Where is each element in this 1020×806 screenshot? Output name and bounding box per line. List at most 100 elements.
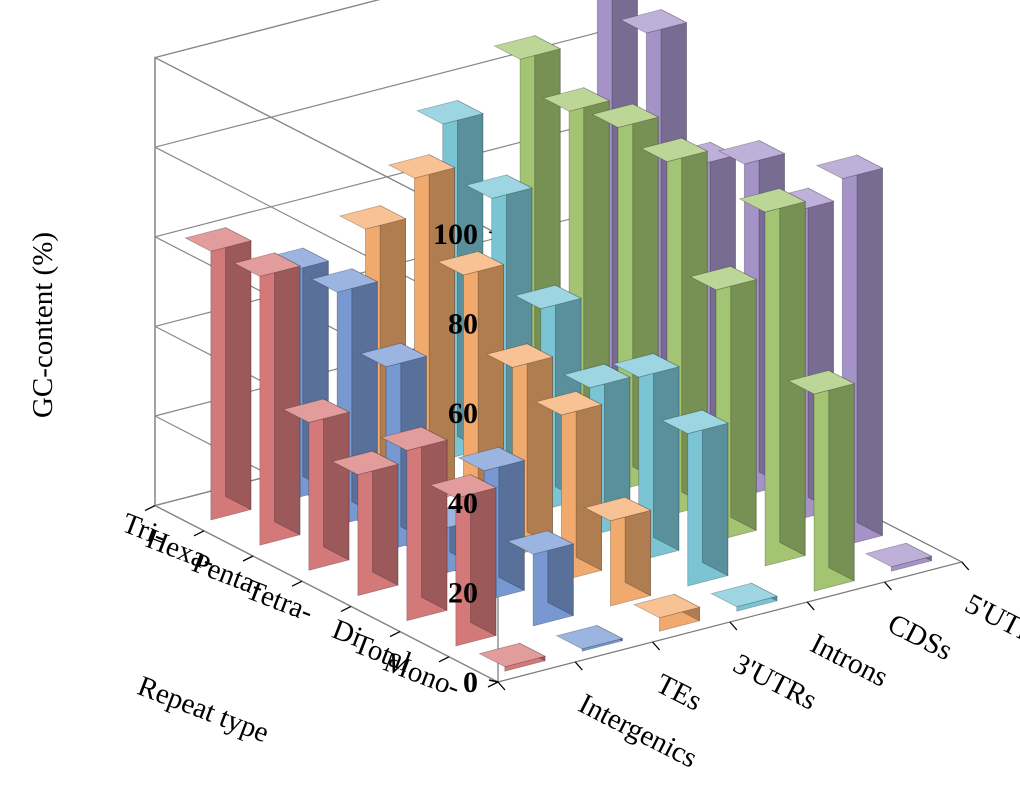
bar-top-face	[429, 474, 498, 499]
bar-top-face	[457, 446, 526, 472]
bar-side-face	[323, 398, 350, 561]
region-tick-mark	[574, 661, 583, 671]
bar-side-face	[274, 252, 301, 536]
bar-side-face	[372, 450, 399, 586]
depth-tick-mark	[389, 631, 401, 638]
bar-CDSs-Di	[689, 265, 758, 542]
region-label: 5'UTRs	[960, 588, 1020, 657]
bar-Intergenics-Tetra-	[331, 450, 400, 597]
bar-CDSs-Mono-	[787, 369, 856, 592]
repeat-type-axis-title: Repeat type	[133, 670, 273, 749]
bar-Introns-Mono-	[710, 582, 779, 612]
bar-side-face	[421, 426, 448, 612]
bar-3'UTRs-Mono-	[632, 593, 701, 632]
bar-side-face	[498, 446, 525, 592]
repeat-type-label: Mono-	[379, 646, 464, 704]
bar-top-face	[689, 265, 758, 291]
bar-top-face	[380, 426, 449, 451]
bar-Intergenics-Mono-	[478, 642, 547, 672]
depth-tick-mark	[242, 555, 254, 562]
bar-top-face	[612, 353, 681, 378]
bar-top-face	[282, 398, 351, 423]
region-tick-mark	[729, 621, 738, 631]
bar-side-face	[575, 390, 602, 572]
bar-top-face	[465, 174, 534, 199]
gridline-left-0	[154, 505, 499, 683]
region-label: TEs	[651, 668, 707, 718]
bar-3'UTRs-Total	[583, 496, 652, 607]
repeat-type-label: Tetra-	[242, 574, 318, 629]
y-tick-mark-0	[488, 679, 499, 683]
depth-tick-mark	[291, 580, 303, 587]
region-tick-mark	[806, 601, 815, 611]
region-tick-mark	[497, 681, 506, 691]
bar-top-face	[717, 140, 786, 165]
bar-side-face	[702, 409, 729, 577]
bar-5'UTRs-Mono-	[864, 542, 933, 572]
bar-top-face	[514, 284, 583, 310]
bar-top-face	[534, 391, 603, 416]
bar-side-face	[653, 352, 680, 552]
bar-top-face	[485, 343, 554, 368]
bar-side-face	[730, 265, 757, 532]
bar-top-face	[359, 342, 428, 368]
bar-top-face	[493, 35, 562, 60]
bar-top-face	[583, 496, 652, 522]
bar-top-face	[331, 450, 400, 476]
bar-top-face	[640, 137, 709, 163]
region-label: Introns	[805, 628, 893, 694]
bar-3'UTRs-Di	[534, 390, 603, 582]
bar-side-face	[856, 154, 883, 537]
bar-top-face	[787, 370, 856, 395]
bar-top-face	[661, 409, 730, 435]
bar-Intergenics-Tri-	[184, 226, 253, 521]
bar-top-face	[387, 154, 456, 179]
y-tick-label: 0	[463, 666, 478, 699]
bars	[184, 0, 933, 672]
y-tick-label: 80	[448, 308, 478, 341]
bar-TEs-Total	[506, 530, 575, 627]
bar-top-face	[233, 252, 302, 277]
bar-side-face	[779, 187, 806, 557]
bar-CDSs-Total	[738, 187, 807, 567]
bar-top-face	[815, 154, 884, 180]
bar-Intergenics-Penta-	[282, 398, 351, 571]
bar-top-face	[436, 251, 505, 276]
depth-tick-mark	[438, 656, 450, 663]
depth-tick-mark	[487, 681, 499, 688]
bar-top-face	[184, 227, 253, 252]
region-tick-mark	[961, 561, 970, 571]
y-tick-label: 60	[448, 397, 478, 430]
bar-top-face	[738, 188, 807, 213]
bar-TEs-Mono-	[555, 624, 624, 652]
bar-side-face	[828, 369, 855, 582]
y-tick-label: 100	[433, 218, 478, 251]
bar-Intergenics-Total	[429, 473, 498, 647]
gridline-back-100	[154, 0, 381, 59]
bar-top-face	[619, 9, 688, 34]
bar-top-face	[632, 593, 701, 619]
region-tick-mark	[652, 641, 661, 651]
y-tick-label: 40	[448, 487, 478, 520]
region-label: CDSs	[883, 608, 958, 667]
depth-tick-mark	[340, 605, 352, 612]
bar-top-face	[310, 268, 379, 293]
bar-Intergenics-Hexa-	[233, 252, 302, 546]
depth-tick-mark	[144, 505, 156, 512]
bar-top-face	[338, 205, 407, 230]
bar-Introns-Total	[661, 409, 730, 587]
y-tick-label: 20	[448, 576, 478, 609]
region-tick-mark	[884, 581, 892, 591]
bar-top-face	[710, 582, 779, 608]
depth-tick-mark	[193, 530, 205, 537]
bar-top-face	[591, 103, 660, 128]
bar-top-face	[563, 363, 632, 389]
bar-top-face	[506, 530, 575, 555]
bar-top-face	[478, 642, 547, 668]
bar-side-face	[526, 343, 553, 546]
bar-top-face	[864, 542, 933, 568]
bar-top-face	[416, 99, 485, 125]
region-label: 3'UTRs	[728, 648, 822, 717]
bar-top-face	[542, 87, 611, 112]
